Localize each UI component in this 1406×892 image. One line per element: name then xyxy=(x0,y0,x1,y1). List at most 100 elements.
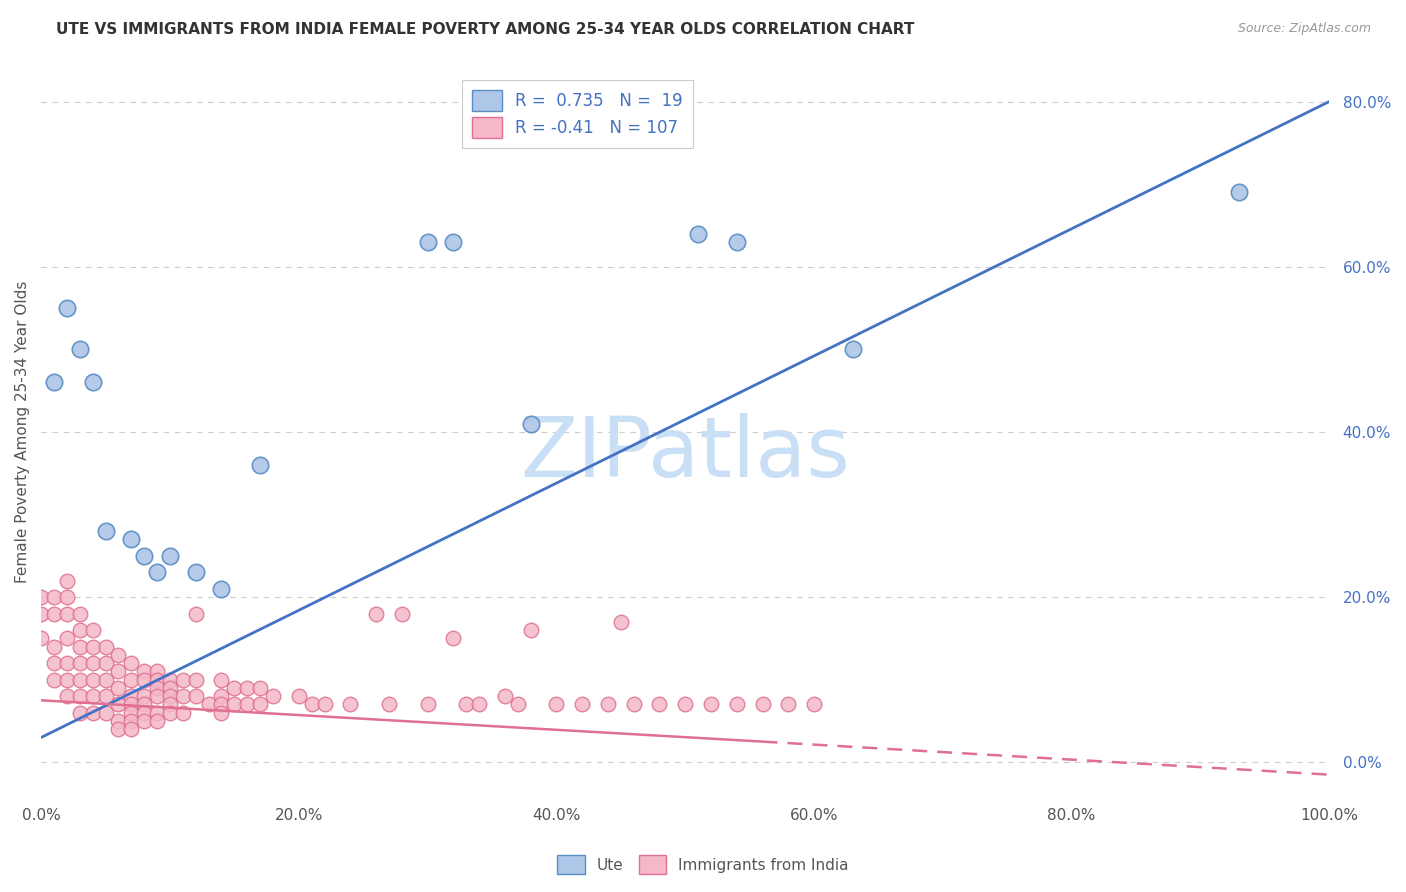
Point xyxy=(146,665,169,679)
Point xyxy=(700,698,723,712)
Point xyxy=(120,698,142,712)
Point xyxy=(596,698,619,712)
Point xyxy=(56,673,79,687)
Point xyxy=(648,698,671,712)
Point xyxy=(610,615,633,629)
Point xyxy=(159,689,181,703)
Point xyxy=(184,689,207,703)
Point xyxy=(42,607,65,621)
Point xyxy=(56,574,79,588)
Y-axis label: Female Poverty Among 25-34 Year Olds: Female Poverty Among 25-34 Year Olds xyxy=(15,281,30,583)
Point xyxy=(688,227,710,241)
Point xyxy=(120,706,142,720)
Point xyxy=(69,343,91,357)
Point xyxy=(107,714,129,728)
Point xyxy=(364,607,387,621)
Point xyxy=(211,673,233,687)
Point xyxy=(82,706,104,720)
Point xyxy=(494,689,516,703)
Point xyxy=(82,673,104,687)
Point xyxy=(69,607,91,621)
Point xyxy=(249,681,271,695)
Point xyxy=(82,640,104,654)
Point xyxy=(134,706,156,720)
Point xyxy=(30,607,52,621)
Point xyxy=(249,698,271,712)
Point xyxy=(56,590,79,604)
Point xyxy=(82,376,104,390)
Point xyxy=(56,607,79,621)
Point xyxy=(69,689,91,703)
Point xyxy=(546,698,568,712)
Point xyxy=(416,698,439,712)
Point xyxy=(841,343,863,357)
Point xyxy=(56,301,79,315)
Text: ZIPatlas: ZIPatlas xyxy=(520,413,851,494)
Point xyxy=(224,698,246,712)
Point xyxy=(172,673,194,687)
Point xyxy=(134,689,156,703)
Point xyxy=(107,698,129,712)
Point xyxy=(211,689,233,703)
Point xyxy=(725,235,748,249)
Point xyxy=(456,698,478,712)
Point xyxy=(673,698,696,712)
Point xyxy=(184,566,207,580)
Point xyxy=(314,698,336,712)
Point xyxy=(42,673,65,687)
Point xyxy=(211,698,233,712)
Point xyxy=(519,623,541,637)
Point xyxy=(224,681,246,695)
Point xyxy=(30,590,52,604)
Point xyxy=(30,632,52,646)
Point xyxy=(184,673,207,687)
Point xyxy=(107,723,129,737)
Point xyxy=(249,458,271,472)
Point xyxy=(94,706,117,720)
Point xyxy=(146,681,169,695)
Point xyxy=(287,689,309,703)
Point xyxy=(571,698,593,712)
Point xyxy=(69,673,91,687)
Point xyxy=(120,723,142,737)
Point xyxy=(42,656,65,670)
Legend: Ute, Immigrants from India: Ute, Immigrants from India xyxy=(551,849,855,880)
Point xyxy=(391,607,413,621)
Point xyxy=(107,648,129,662)
Point xyxy=(134,714,156,728)
Point xyxy=(159,549,181,563)
Point xyxy=(42,590,65,604)
Point xyxy=(82,623,104,637)
Point xyxy=(134,665,156,679)
Point xyxy=(69,656,91,670)
Point xyxy=(42,376,65,390)
Point xyxy=(159,681,181,695)
Point xyxy=(184,607,207,621)
Point xyxy=(751,698,773,712)
Point xyxy=(134,549,156,563)
Point xyxy=(211,706,233,720)
Point xyxy=(134,698,156,712)
Point xyxy=(197,698,219,712)
Point xyxy=(146,689,169,703)
Point xyxy=(506,698,529,712)
Point xyxy=(94,524,117,538)
Point xyxy=(82,656,104,670)
Point xyxy=(172,689,194,703)
Point xyxy=(159,698,181,712)
Point xyxy=(236,698,259,712)
Point xyxy=(172,706,194,720)
Point xyxy=(120,673,142,687)
Point xyxy=(1227,186,1250,200)
Point xyxy=(262,689,284,703)
Point xyxy=(120,689,142,703)
Point xyxy=(42,640,65,654)
Point xyxy=(94,656,117,670)
Point xyxy=(120,656,142,670)
Point xyxy=(56,632,79,646)
Point xyxy=(120,714,142,728)
Point xyxy=(120,533,142,547)
Point xyxy=(159,706,181,720)
Point xyxy=(623,698,645,712)
Text: Source: ZipAtlas.com: Source: ZipAtlas.com xyxy=(1237,22,1371,36)
